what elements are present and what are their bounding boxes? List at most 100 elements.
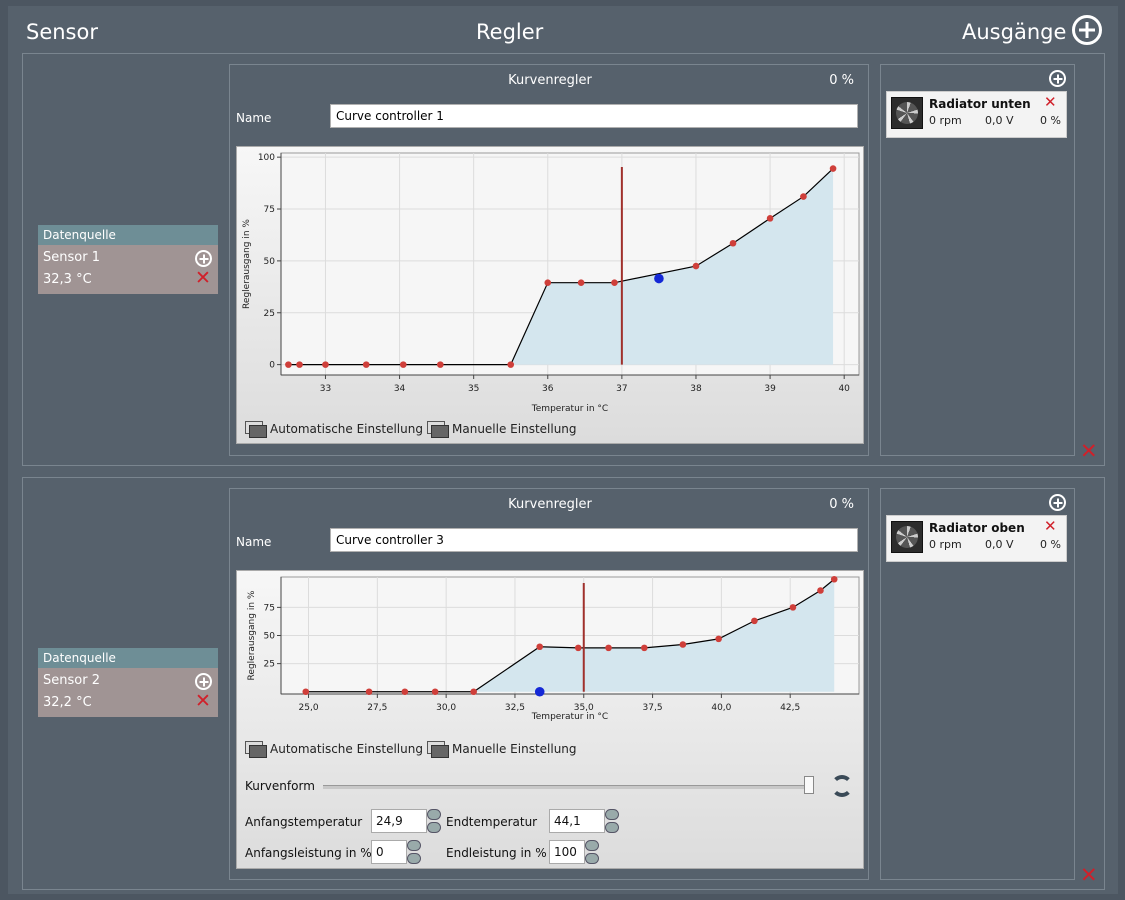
current-point — [654, 273, 664, 284]
x-tick-label: 35 — [468, 384, 479, 394]
output-card[interactable]: Radiator oben 0 rpm 0,0 V 0 % ✕ — [886, 515, 1067, 562]
sensor-value: 32,3 °C — [43, 272, 92, 287]
x-axis-label: Temperatur in °C — [531, 404, 608, 414]
regler-column-title: Regler — [476, 20, 544, 44]
auto-setting-button[interactable]: Automatische Einstellung — [245, 421, 423, 438]
remove-sensor-icon[interactable]: ✕ — [195, 690, 211, 712]
datasource-panel: Datenquelle Sensor 1 32,3 °C ✕ — [38, 225, 218, 294]
x-tick-label: 37 — [616, 384, 627, 394]
curve-chart-panel: 25,0 27,5 30,0 32,5 35,0 37,5 40,0 42,5 25 50 75 Te… — [236, 570, 864, 869]
curve-area — [305, 579, 835, 692]
name-label: Name — [236, 111, 272, 125]
start-power-label: Anfangsleistung in % — [245, 846, 372, 860]
remove-row-icon[interactable]: ✕ — [1080, 439, 1098, 463]
auto-setting-button[interactable]: Automatische Einstellung — [245, 741, 423, 758]
curve-point — [544, 279, 552, 286]
ausgaenge-column-title: Ausgänge — [962, 20, 1067, 44]
curve-shape-slider[interactable] — [323, 785, 813, 789]
curve-point — [437, 361, 444, 368]
manual-setting-button[interactable]: Manuelle Einstellung — [427, 421, 577, 438]
auto-setting-label: Automatische Einstellung — [270, 422, 423, 436]
sensor-column-title: Sensor — [26, 20, 98, 44]
fan-icon — [891, 97, 923, 129]
controller-panel: Kurvenregler 0 % Name Curve controller 3… — [229, 488, 869, 880]
datasource-body: Sensor 1 32,3 °C ✕ — [38, 245, 218, 294]
current-point — [534, 686, 545, 697]
curve-chart[interactable]: 33 34 35 36 37 38 39 40 0 25 50 75 100 Temperatur in … — [237, 147, 863, 443]
remove-output-icon[interactable]: ✕ — [1044, 93, 1057, 111]
x-tick-label: 33 — [320, 384, 331, 394]
curve-point — [729, 239, 737, 247]
add-sensor-icon[interactable] — [195, 673, 212, 690]
end-power-input[interactable]: 100 — [549, 840, 585, 864]
curve-point — [641, 644, 648, 652]
add-output-icon[interactable] — [1049, 494, 1066, 511]
controller-title: Kurvenregler — [508, 497, 592, 512]
auto-setting-label: Automatische Einstellung — [270, 742, 423, 756]
controller-title: Kurvenregler — [508, 73, 592, 88]
controller-percent: 0 % — [829, 73, 854, 88]
fan-icon — [891, 521, 923, 553]
window-icon — [427, 741, 449, 758]
y-tick-label: 0 — [269, 361, 275, 371]
output-name: Radiator oben — [929, 521, 1025, 535]
x-tick-label: 27,5 — [367, 703, 387, 713]
sensor-name: Sensor 2 — [43, 673, 100, 688]
x-tick-label: 34 — [394, 384, 406, 394]
end-temp-spinner[interactable] — [605, 809, 619, 833]
add-sensor-icon[interactable] — [195, 250, 212, 267]
y-tick-label: 75 — [264, 205, 275, 215]
remove-row-icon[interactable]: ✕ — [1080, 863, 1098, 887]
add-output-icon[interactable] — [1049, 70, 1066, 87]
add-row-icon[interactable] — [1072, 15, 1102, 45]
datasource-panel: Datenquelle Sensor 2 32,2 °C ✕ — [38, 648, 218, 717]
x-tick-label: 42,5 — [780, 703, 800, 713]
controller-name-input[interactable]: Curve controller 1 — [330, 104, 858, 128]
outputs-panel: Radiator unten 0 rpm 0,0 V 0 % ✕ — [880, 64, 1075, 456]
curve-point — [789, 604, 797, 611]
window-icon — [245, 421, 267, 438]
curve-point — [470, 688, 477, 696]
refresh-icon[interactable] — [831, 775, 853, 797]
y-tick-label: 25 — [264, 309, 275, 319]
start-temp-spinner[interactable] — [427, 809, 441, 833]
controller-percent: 0 % — [829, 497, 854, 512]
start-power-input[interactable]: 0 — [371, 840, 407, 864]
app-window: Sensor Regler Ausgänge Datenquelle Senso… — [8, 6, 1118, 894]
curve-point — [751, 617, 758, 625]
curve-area — [288, 168, 834, 365]
x-tick-label: 37,5 — [643, 703, 663, 713]
output-card[interactable]: Radiator unten 0 rpm 0,0 V 0 % ✕ — [886, 91, 1067, 138]
controller-name-input[interactable]: Curve controller 3 — [330, 528, 858, 552]
manual-setting-button[interactable]: Manuelle Einstellung — [427, 741, 577, 758]
curve-point — [507, 361, 515, 368]
output-percent: 0 % — [1040, 538, 1061, 551]
curve-point — [399, 361, 407, 368]
end-temp-label: Endtemperatur — [446, 815, 538, 829]
curve-point — [715, 635, 722, 643]
remove-sensor-icon[interactable]: ✕ — [195, 267, 211, 289]
end-power-spinner[interactable] — [585, 840, 599, 864]
y-tick-label: 25 — [264, 660, 275, 670]
name-label: Name — [236, 535, 272, 549]
x-tick-label: 39 — [764, 384, 776, 394]
start-power-spinner[interactable] — [407, 840, 421, 864]
remove-output-icon[interactable]: ✕ — [1044, 517, 1057, 535]
curve-point — [605, 644, 612, 652]
curve-point — [692, 262, 700, 270]
manual-setting-label: Manuelle Einstellung — [452, 422, 577, 436]
y-tick-label: 50 — [264, 257, 276, 267]
start-temp-input[interactable]: 24,9 — [371, 809, 427, 833]
curve-shape-slider-thumb[interactable] — [804, 776, 814, 794]
curve-point — [679, 641, 687, 648]
curve-point — [401, 688, 409, 696]
curve-chart[interactable]: 25,0 27,5 30,0 32,5 35,0 37,5 40,0 42,5 25 50 75 Te… — [237, 571, 863, 751]
sensor-name: Sensor 1 — [43, 250, 100, 265]
start-temp-label: Anfangstemperatur — [245, 815, 363, 829]
end-temp-input[interactable]: 44,1 — [549, 809, 605, 833]
x-tick-label: 40,0 — [711, 703, 731, 713]
y-tick-label: 100 — [258, 153, 275, 163]
x-tick-label: 32,5 — [505, 703, 525, 713]
manual-setting-label: Manuelle Einstellung — [452, 742, 577, 756]
datasource-header: Datenquelle — [38, 648, 218, 668]
